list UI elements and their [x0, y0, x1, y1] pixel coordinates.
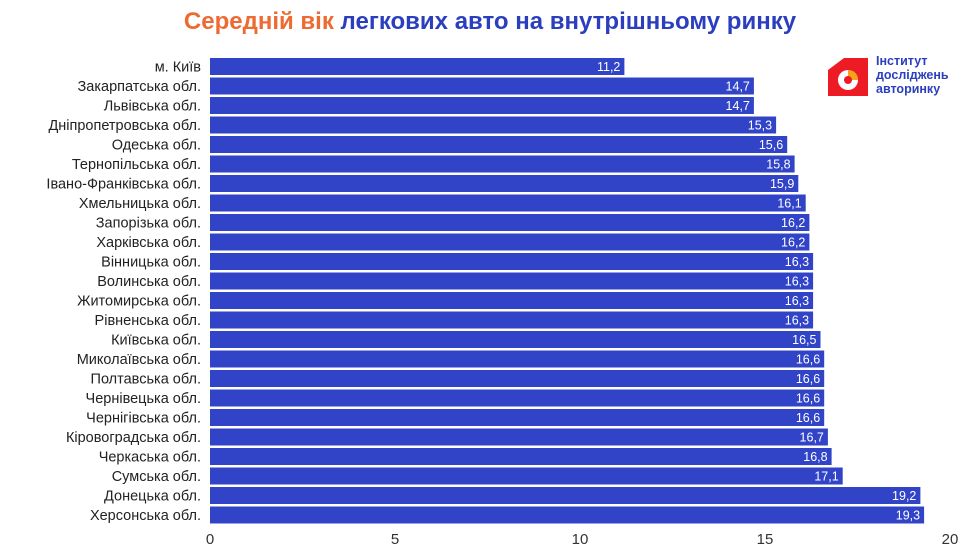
category-label: Волинська обл. [97, 274, 201, 290]
x-tick-label: 0 [206, 531, 214, 548]
category-label: Донецька обл. [104, 489, 201, 505]
bar-value-label: 16,5 [792, 333, 816, 347]
bar [210, 97, 754, 114]
category-label: Житомирська обл. [77, 294, 201, 310]
logo-text: Інститут досліджень авторинку [876, 54, 976, 96]
bar [210, 506, 925, 524]
category-labels-layer: м. Київ Закарпатська обл. Львівська обл. Дн… [46, 60, 201, 525]
category-label: Сумська обл. [112, 469, 201, 485]
category-label: Черкаська обл. [99, 450, 201, 466]
category-label: Херсонська обл. [90, 508, 201, 524]
bar [210, 272, 814, 290]
bar [210, 194, 806, 212]
bar [210, 77, 754, 95]
bar [210, 214, 810, 231]
category-label: Миколаївська обл. [77, 352, 201, 368]
bar [210, 292, 814, 309]
bar-value-label: 19,2 [892, 489, 916, 503]
institute-logo: Інститут досліджень авторинку [826, 52, 976, 102]
bar [210, 253, 814, 270]
x-tick-label: 10 [572, 531, 589, 548]
bar-value-label: 16,6 [796, 353, 820, 367]
x-tick-label: 20 [942, 531, 959, 548]
bar-value-label: 16,8 [803, 450, 827, 464]
category-label: Івано-Франківська обл. [46, 177, 201, 193]
logo-line-2: досліджень [876, 68, 949, 82]
chart-title: Середній вік легкових авто на внутрішньо… [0, 8, 980, 36]
chart-title-accent: Середній вік [183, 8, 334, 35]
bar [210, 467, 843, 485]
chart-title-main: легкових авто на внутрішньому ринку [333, 8, 797, 35]
category-label: Запорізька обл. [96, 216, 201, 232]
logo-line-1: Інститут [876, 54, 928, 68]
bar [210, 311, 814, 329]
category-label: Київська обл. [111, 333, 201, 349]
category-label: Вінницька обл. [101, 255, 201, 271]
category-label: м. Київ [155, 60, 202, 76]
category-label: Харківська обл. [96, 235, 201, 251]
category-label: Хмельницька обл. [79, 196, 201, 212]
bar [210, 116, 777, 134]
category-label: Дніпропетровська обл. [48, 118, 201, 134]
category-label: Тернопільська обл. [72, 157, 201, 173]
bar-value-label: 16,7 [800, 431, 824, 445]
category-label: Чернівецька обл. [86, 391, 201, 407]
bar [210, 233, 810, 251]
bar [210, 331, 821, 348]
bar [210, 58, 625, 75]
bar-value-label: 16,3 [785, 294, 809, 308]
bar [210, 175, 799, 192]
house-pie-icon [828, 58, 868, 96]
bar-value-label: 16,2 [781, 236, 805, 250]
logo-line-3: авторинку [876, 82, 941, 96]
bar-value-label: 14,7 [726, 80, 750, 94]
bar [210, 389, 825, 407]
bar [210, 487, 921, 504]
bar-value-label: 16,3 [785, 275, 809, 289]
x-tick-label: 15 [757, 531, 774, 548]
bar-value-label: 16,6 [796, 411, 820, 425]
bar-value-label: 16,3 [785, 255, 809, 269]
bar-value-label: 14,7 [726, 99, 750, 113]
category-label: Львівська обл. [104, 99, 201, 115]
bar-value-label: 11,2 [597, 60, 620, 74]
bars-layer: 11,2 14,7 14,7 15,3 15,6 15,8 15,9 16,1 16,2 16,2… [210, 58, 925, 524]
bar-value-label: 16,3 [785, 314, 809, 328]
category-label: Кіровоградська обл. [66, 430, 201, 446]
bar-value-label: 19,3 [896, 509, 920, 523]
category-label: Рівненська обл. [95, 313, 201, 329]
bar [210, 155, 795, 173]
bar-value-label: 16,6 [796, 372, 820, 386]
bar-value-label: 15,8 [766, 158, 790, 172]
bar-value-label: 15,9 [770, 177, 794, 191]
bar [210, 350, 825, 368]
bar [210, 136, 788, 153]
bar-value-label: 16,6 [796, 392, 820, 406]
bar [210, 409, 825, 426]
bar [210, 448, 832, 465]
bar-value-label: 17,1 [814, 470, 838, 484]
bar [210, 428, 828, 446]
category-label: Полтавська обл. [91, 372, 201, 388]
category-label: Закарпатська обл. [78, 79, 201, 95]
bar-value-label: 16,1 [777, 197, 801, 211]
category-label: Чернігівська обл. [86, 411, 201, 427]
x-axis: 0 5 10 15 20 [206, 531, 959, 548]
bar-value-label: 16,2 [781, 216, 805, 230]
category-label: Одеська обл. [112, 138, 201, 154]
bar-value-label: 15,6 [759, 138, 783, 152]
x-tick-label: 5 [391, 531, 399, 548]
bar-value-label: 15,3 [748, 119, 772, 133]
bar [210, 370, 825, 387]
